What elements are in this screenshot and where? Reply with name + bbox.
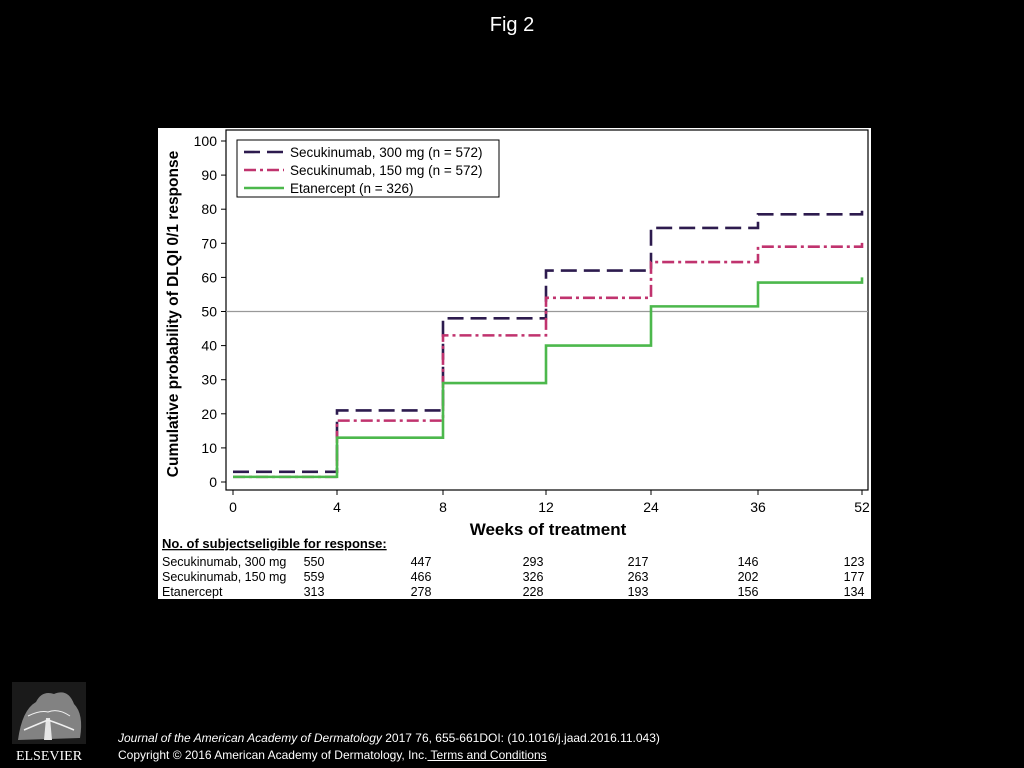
copyright: Copyright © 2016 American Academy of Der… bbox=[118, 747, 660, 764]
page-title: Fig 2 bbox=[489, 14, 535, 36]
citation: Journal of the American Academy of Derma… bbox=[118, 730, 660, 747]
x-tick-label: 12 bbox=[538, 499, 554, 515]
risk-cell: 123 bbox=[844, 555, 865, 569]
y-tick-label: 10 bbox=[201, 440, 217, 456]
citation-journal: Journal of the American Academy of Derma… bbox=[118, 731, 382, 745]
tree-icon bbox=[12, 682, 86, 744]
x-tick-label: 36 bbox=[750, 499, 766, 515]
risk-cell: 134 bbox=[844, 585, 865, 599]
y-tick-label: 80 bbox=[201, 201, 217, 217]
x-tick-label: 8 bbox=[439, 499, 447, 515]
risk-table-header: No. of subjectseligible for response: bbox=[162, 536, 387, 551]
x-tick-label: 52 bbox=[854, 499, 870, 515]
risk-cell: 466 bbox=[411, 570, 432, 584]
km-chart: 0 10 20 30 40 50 60 70 80 90 100 0 4 8 12 24 36 52 Cumulat… bbox=[162, 129, 870, 599]
citation-details: 2017 76, 655-661DOI: (10.1016/j.jaad.201… bbox=[381, 731, 660, 745]
series-line-2 bbox=[233, 239, 864, 479]
y-tick-label: 60 bbox=[201, 269, 217, 285]
series-line-3 bbox=[233, 277, 864, 479]
y-tick-label: 100 bbox=[194, 133, 218, 149]
elsevier-wordmark: ELSEVIER bbox=[16, 749, 83, 764]
y-tick-label: 20 bbox=[201, 406, 217, 422]
risk-cell: 193 bbox=[628, 585, 649, 599]
x-tick-label: 0 bbox=[229, 499, 237, 515]
risk-row-label: Secukinumab, 300 mg bbox=[162, 555, 286, 569]
risk-row-label: Secukinumab, 150 mg bbox=[162, 570, 286, 584]
y-tick-label: 50 bbox=[201, 304, 217, 320]
risk-cell: 177 bbox=[844, 570, 865, 584]
series-line-1 bbox=[233, 207, 864, 474]
risk-row-label: Etanercept bbox=[162, 585, 223, 599]
footer: Journal of the American Academy of Derma… bbox=[118, 730, 660, 764]
risk-cell: 559 bbox=[304, 570, 325, 584]
risk-cell: 217 bbox=[628, 555, 649, 569]
risk-cell: 156 bbox=[738, 585, 759, 599]
legend-box bbox=[236, 139, 500, 198]
risk-cell: 202 bbox=[738, 570, 759, 584]
risk-cell: 263 bbox=[628, 570, 649, 584]
elsevier-logo: ELSEVIER bbox=[12, 682, 86, 764]
y-tick-label: 30 bbox=[201, 372, 217, 388]
terms-and-conditions-link[interactable]: Terms and Conditions bbox=[427, 748, 547, 762]
legend-label-3: Etanercept (n = 326) bbox=[290, 181, 413, 196]
y-axis-label: Cumulative probability of DLQI 0/1 respo… bbox=[165, 150, 182, 477]
y-tick-label: 0 bbox=[209, 474, 217, 490]
y-tick-label: 40 bbox=[201, 338, 217, 354]
risk-cell: 447 bbox=[411, 555, 432, 569]
risk-cell: 550 bbox=[304, 555, 325, 569]
plot-frame bbox=[225, 129, 869, 491]
legend-label-1: Secukinumab, 300 mg (n = 572) bbox=[290, 145, 483, 160]
risk-cell: 313 bbox=[304, 585, 325, 599]
risk-cell: 293 bbox=[523, 555, 544, 569]
y-tick-label: 70 bbox=[201, 235, 217, 251]
legend-label-2: Secukinumab, 150 mg (n = 572) bbox=[290, 163, 483, 178]
risk-cell: 146 bbox=[738, 555, 759, 569]
risk-cell: 228 bbox=[523, 585, 544, 599]
risk-cell: 326 bbox=[523, 570, 544, 584]
x-tick-label: 24 bbox=[643, 499, 659, 515]
risk-cell: 278 bbox=[411, 585, 432, 599]
copyright-text: Copyright © 2016 American Academy of Der… bbox=[118, 748, 428, 762]
x-tick-label: 4 bbox=[333, 499, 341, 515]
y-tick-label: 90 bbox=[201, 167, 217, 183]
x-axis-label: Weeks of treatment bbox=[470, 520, 627, 539]
figure-panel: 0 10 20 30 40 50 60 70 80 90 100 0 4 8 12 24 36 52 Cumulat… bbox=[158, 128, 871, 599]
